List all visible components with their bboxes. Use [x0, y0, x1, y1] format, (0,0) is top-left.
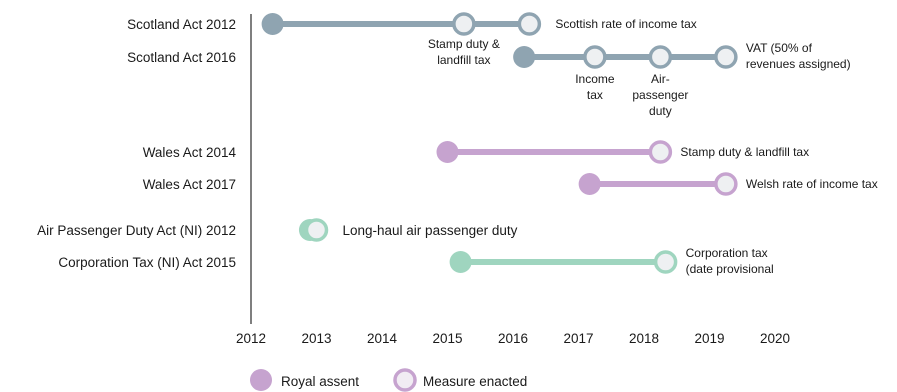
measure-enacted-marker: [653, 250, 678, 274]
royal-assent-marker: [436, 141, 459, 163]
timeline-row: Air Passenger Duty Act (NI) 2012 Long-hau…: [37, 218, 518, 242]
measure-enacted-marker: [304, 218, 329, 242]
measure-enacted-marker: [648, 140, 673, 164]
measure-label: Income tax: [575, 72, 615, 102]
timeline-row: Corporation Tax (NI) Act 2015 Corporation…: [58, 246, 773, 276]
royal-assent-marker: [449, 251, 472, 273]
measure-enacted-marker: [648, 45, 673, 69]
royal-assent-marker: [513, 46, 536, 68]
measure-label: Stamp duty & landfill tax: [680, 145, 809, 159]
timeline-row: Scotland Act 2012 Stamp duty & landfill ta…: [127, 12, 697, 67]
measure-label: VAT (50% of revenues assigned): [746, 41, 851, 71]
timeline-row: Wales Act 2017 Welsh rate of income tax: [143, 172, 878, 196]
legend-measure-enacted-marker: [393, 368, 417, 392]
x-tick-label: 2012: [236, 331, 266, 346]
measure-enacted-marker: [583, 45, 607, 69]
legend-royal-assent-label: Royal assent: [281, 374, 359, 389]
x-tick-label: 2018: [629, 331, 659, 346]
legend-measure-enacted-label: Measure enacted: [423, 374, 527, 389]
legend: Royal assent Measure enacted: [250, 368, 527, 392]
measure-label: Long-haul air passenger duty: [343, 223, 518, 238]
x-tick-label: 2014: [367, 331, 398, 346]
measure-enacted-marker: [517, 12, 542, 36]
measure-label: Stamp duty & landfill tax: [428, 37, 500, 67]
x-tick-label: 2015: [432, 331, 462, 346]
act-label: Wales Act 2014: [143, 145, 237, 160]
royal-assent-marker: [261, 13, 284, 35]
x-tick-label: 2020: [760, 331, 790, 346]
x-tick-label: 2017: [563, 331, 593, 346]
measure-label: Welsh rate of income tax: [746, 177, 878, 191]
measure-enacted-marker: [714, 45, 738, 69]
measure-label: Corporation tax (date provisional: [686, 246, 774, 276]
legend-royal-assent-marker: [250, 369, 272, 391]
timeline-row: Wales Act 2014 Stamp duty & landfill tax: [143, 140, 809, 164]
x-tick-label: 2016: [498, 331, 528, 346]
x-tick-label: 2019: [694, 331, 724, 346]
act-label: Wales Act 2017: [143, 177, 236, 192]
measure-enacted-marker: [452, 12, 476, 36]
act-label: Scotland Act 2016: [127, 50, 236, 65]
timeline-row: Scotland Act 2016 Income tax Air-passenger d…: [127, 41, 850, 118]
act-label: Corporation Tax (NI) Act 2015: [58, 255, 236, 270]
measure-label: Scottish rate of income tax: [555, 17, 696, 31]
act-label: Scotland Act 2012: [127, 17, 236, 32]
measure-enacted-marker: [714, 172, 738, 196]
measure-label: Air-passenger duty: [632, 72, 688, 118]
royal-assent-marker: [578, 173, 601, 195]
act-label: Air Passenger Duty Act (NI) 2012: [37, 223, 236, 238]
x-tick-label: 2013: [301, 331, 331, 346]
